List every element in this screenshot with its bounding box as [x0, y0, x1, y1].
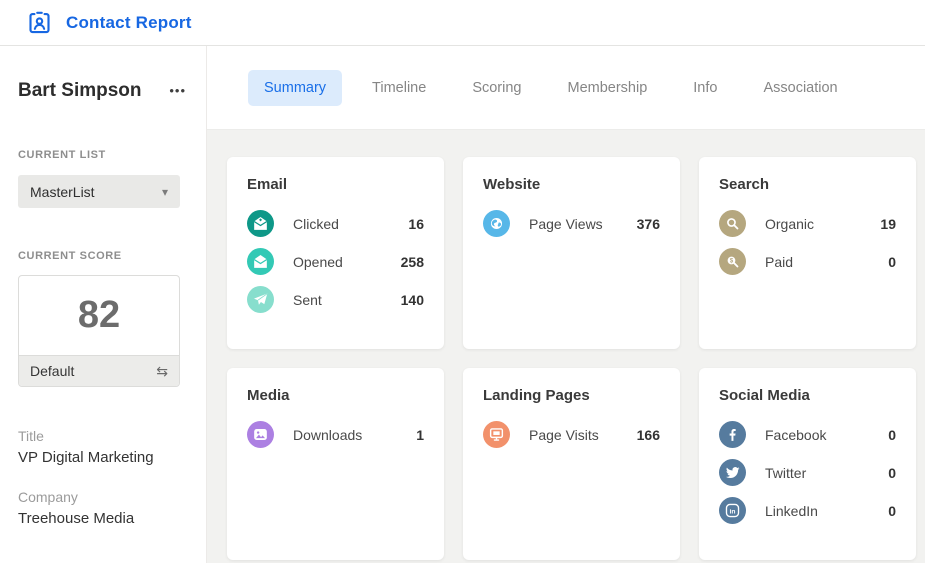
website-card: Website Page Views 376: [463, 157, 680, 349]
metric-row: Downloads 1: [247, 421, 424, 448]
image-download-icon: [247, 421, 274, 448]
card-title: Email: [247, 176, 288, 193]
metric-label: Sent: [293, 291, 322, 308]
contact-report-icon: [26, 9, 53, 36]
score-footer: Default ⇆: [19, 355, 179, 386]
metric-row: Sent 140: [247, 286, 424, 313]
tab-bar: Summary Timeline Scoring Membership Info…: [207, 46, 925, 130]
tab-timeline[interactable]: Timeline: [372, 79, 427, 96]
metric-value: 0: [888, 426, 896, 443]
tab-association[interactable]: Association: [763, 79, 838, 96]
metric-label: Paid: [765, 253, 794, 270]
company-label: Company: [18, 489, 78, 505]
metric-value: 258: [400, 253, 424, 270]
organic-search-icon: [719, 210, 746, 237]
metric-label: Page Visits: [529, 426, 599, 443]
metric-label: LinkedIn: [765, 502, 818, 519]
tab-summary[interactable]: Summary: [248, 69, 343, 106]
metric-row: Page Visits 166: [483, 421, 660, 448]
email-sent-icon: [247, 286, 274, 313]
metric-label: Twitter: [765, 464, 807, 481]
body: Bart Simpson ••• CURRENT LIST MasterList…: [0, 46, 925, 563]
main-content: Summary Timeline Scoring Membership Info…: [207, 46, 925, 563]
contact-name-row: Bart Simpson •••: [18, 80, 188, 102]
metric-value: 0: [888, 253, 896, 270]
search-card: Search Organic 19 $ Paid 0: [699, 157, 916, 349]
twitter-icon: [719, 459, 746, 486]
metric-value: 0: [888, 464, 896, 481]
metric-label: Clicked: [293, 215, 339, 232]
svg-text:in: in: [730, 508, 736, 515]
metric-row: Twitter 0: [719, 459, 896, 486]
current-score-label: CURRENT SCORE: [18, 250, 122, 262]
company-value: Treehouse Media: [18, 510, 135, 527]
card-title: Search: [719, 176, 770, 193]
title-label: Title: [18, 428, 44, 444]
metric-value: 1: [416, 426, 424, 443]
contact-sidebar: Bart Simpson ••• CURRENT LIST MasterList…: [0, 46, 207, 563]
tab-info[interactable]: Info: [693, 79, 718, 96]
metric-label: Facebook: [765, 426, 827, 443]
media-card: Media Downloads 1: [227, 368, 444, 560]
current-list-dropdown[interactable]: MasterList ▾: [18, 175, 180, 208]
metric-row: Clicked 16: [247, 210, 424, 237]
svg-text:$: $: [730, 259, 734, 265]
card-title: Website: [483, 176, 541, 193]
email-opened-icon: [247, 248, 274, 275]
metric-label: Downloads: [293, 426, 363, 443]
social-media-card: Social Media Facebook 0 Twitter 0: [699, 368, 916, 560]
metric-label: Opened: [293, 253, 343, 270]
score-type: Default: [30, 363, 75, 379]
page-title: Contact Report: [66, 12, 192, 32]
score-card: 82 Default ⇆: [18, 275, 180, 387]
title-value: VP Digital Marketing: [18, 449, 154, 466]
tab-membership[interactable]: Membership: [567, 79, 648, 96]
metric-value: 16: [408, 215, 424, 232]
tab-scoring[interactable]: Scoring: [472, 79, 522, 96]
card-title: Landing Pages: [483, 387, 590, 404]
contact-name: Bart Simpson: [18, 80, 142, 101]
metric-value: 19: [880, 215, 896, 232]
globe-icon: [483, 210, 510, 237]
metric-row: $ Paid 0: [719, 248, 896, 275]
email-card: Email Clicked 16 Opened 258: [227, 157, 444, 349]
paid-search-icon: $: [719, 248, 746, 275]
metric-value: 140: [400, 291, 424, 308]
card-title: Social Media: [719, 387, 810, 404]
linkedin-icon: in: [719, 497, 746, 524]
monitor-icon: [483, 421, 510, 448]
metric-row: Facebook 0: [719, 421, 896, 448]
metric-cards-grid: Email Clicked 16 Opened 258: [207, 130, 925, 563]
metric-row: Page Views 376: [483, 210, 660, 237]
title-field: Title VP Digital Marketing: [18, 428, 188, 466]
metric-value: 0: [888, 502, 896, 519]
company-field: Company Treehouse Media: [18, 489, 188, 527]
metric-row: in LinkedIn 0: [719, 497, 896, 524]
chevron-down-icon: ▾: [161, 184, 168, 199]
facebook-icon: [719, 421, 746, 448]
metric-row: Organic 19: [719, 210, 896, 237]
metric-value: 166: [636, 426, 660, 443]
current-list-value: MasterList: [30, 183, 95, 200]
metric-label: Organic: [765, 215, 815, 232]
email-clicked-icon: [247, 210, 274, 237]
swap-score-icon[interactable]: ⇆: [156, 362, 168, 379]
card-title: Media: [247, 387, 290, 404]
metric-label: Page Views: [529, 215, 603, 232]
app-header: Contact Report: [0, 0, 925, 46]
metric-value: 376: [636, 215, 660, 232]
score-value: 82: [77, 294, 121, 336]
metric-row: Opened 258: [247, 248, 424, 275]
ellipsis-menu-icon[interactable]: •••: [169, 83, 186, 98]
current-list-label: CURRENT LIST: [18, 149, 106, 161]
landing-pages-card: Landing Pages Page Visits 166: [463, 368, 680, 560]
